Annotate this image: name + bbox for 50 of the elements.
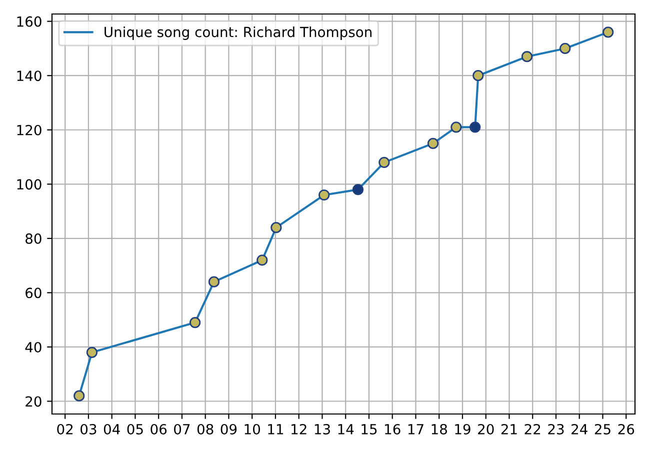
point [472,70,484,82]
x-tick-label: 21 [501,424,517,434]
point [352,184,364,196]
y-tick-label: 80 [26,233,42,244]
x-tick-label: 19 [455,424,470,434]
x-tick-label: 14 [338,424,354,434]
x-tick-label: 15 [362,424,377,434]
point [208,276,220,288]
point [450,122,462,133]
x-tick-label: 24 [572,424,588,434]
y-tick-label: 140 [17,70,42,82]
y-tick-label: 40 [25,342,42,352]
point [74,390,85,402]
point [190,316,201,328]
y-tick-label: 160 [17,16,42,27]
y-tick-label: 60 [26,288,42,298]
point [427,138,439,149]
point [256,254,268,266]
x-tick-label: 26 [618,424,634,434]
x-tick-label: 06 [150,424,167,434]
x-tick-label: 18 [432,424,447,434]
x-tick-label: 10 [244,424,260,434]
point [470,122,481,133]
x-tick-label: 22 [524,424,540,434]
point [318,189,330,201]
point [270,222,282,234]
point [602,26,614,38]
x-tick-label: 09 [220,424,237,434]
point [521,51,533,62]
point [560,42,571,54]
x-tick-label: 12 [292,424,306,434]
x-tick-label: 04 [104,424,120,434]
point [86,346,98,358]
x-tick-label: 11 [268,424,284,434]
x-tick-label: 16 [385,424,400,434]
x-tick-label: 23 [548,424,564,434]
legend-label: Unique song count: Richard Thompson [104,26,372,40]
x-tick-label: 25 [594,424,610,434]
x-tick-label: 13 [314,424,330,434]
y-tick-label: 20 [26,396,42,407]
x-tick-label: 07 [174,424,190,434]
y-tick-label: 100 [17,179,42,190]
point [378,156,390,168]
x-tick-label: 05 [127,424,143,434]
y-tick-label: 120 [17,124,42,136]
x-tick-label: 03 [80,424,96,434]
x-tick-label: 08 [197,424,214,434]
x-tick-label: 20 [478,424,494,434]
x-tick-label: 02 [57,424,73,434]
x-tick-label: 17 [408,424,424,434]
